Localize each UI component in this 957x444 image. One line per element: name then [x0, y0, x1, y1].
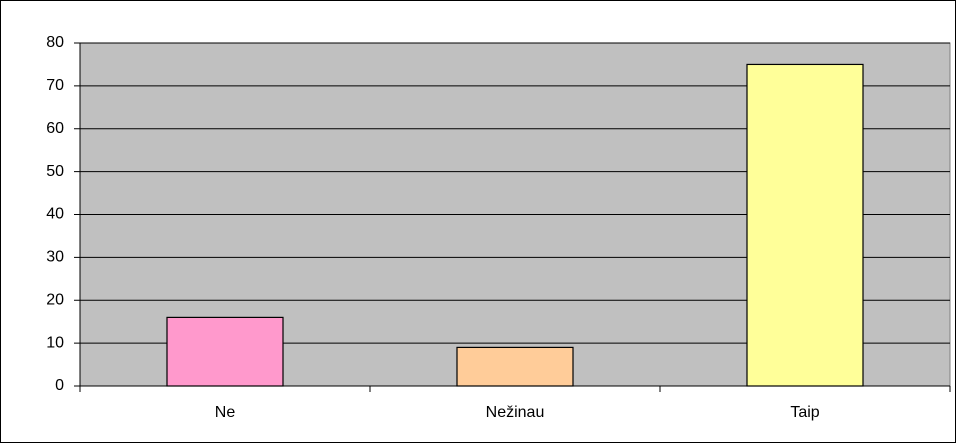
y-tick-label: 0 — [55, 377, 64, 394]
y-tick-label: 50 — [46, 163, 64, 180]
bar — [746, 63, 864, 387]
y-tick-label: 70 — [46, 77, 64, 94]
y-tick-label: 30 — [46, 249, 64, 266]
x-tick-label: Taip — [790, 404, 819, 421]
y-tick-label: 10 — [46, 334, 64, 351]
y-tick-label: 40 — [46, 206, 64, 223]
bar — [456, 346, 574, 387]
y-tick-label: 20 — [46, 291, 64, 308]
y-tick-label: 80 — [46, 34, 64, 51]
bar — [166, 316, 284, 387]
y-tick-label: 60 — [46, 120, 64, 137]
x-tick-label: Ne — [215, 404, 236, 421]
x-tick-label: Nežinau — [486, 404, 545, 421]
